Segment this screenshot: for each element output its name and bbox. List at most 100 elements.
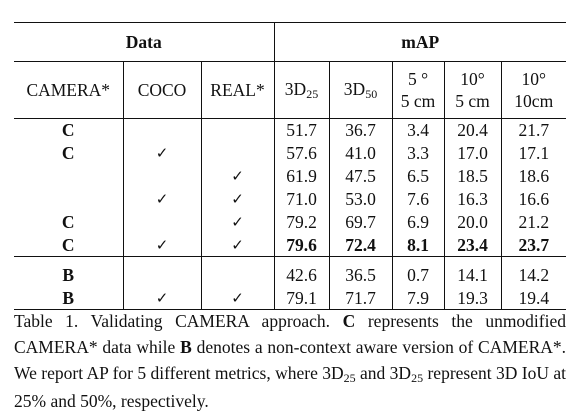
- table-section-camera: C 51.7 36.7 3.4 20.4 21.7 C ✓ 57.6 41.0 3.3 17.0 17.…: [14, 118, 566, 257]
- spacer-cell: [328, 256, 392, 264]
- check-icon: ✓: [231, 167, 244, 185]
- table-row: C 51.7 36.7 3.4 20.4 21.7: [14, 118, 566, 141]
- col-header-10deg-10cm: 10° 10cm: [500, 61, 566, 119]
- metric-value: 36.7: [328, 118, 392, 141]
- metric-value: 14.1: [443, 264, 501, 286]
- col-header-camera: CAMERA*: [14, 61, 123, 119]
- metric-value: 18.5: [443, 164, 501, 187]
- check-icon: ✓: [231, 289, 244, 307]
- metric-value: 16.6: [500, 187, 566, 210]
- check-icon: ✓: [231, 236, 244, 254]
- caption-c-letter: C: [342, 311, 356, 331]
- metric-value: 79.1: [273, 286, 329, 310]
- spacer-cell: [122, 256, 201, 264]
- metric-value: 51.7: [273, 118, 329, 141]
- spacer-cell: [391, 256, 444, 264]
- table-row: ✓ 61.9 47.5 6.5 18.5 18.6: [14, 164, 566, 187]
- metric-value: 19.3: [443, 286, 501, 310]
- metric-value: 6.5: [391, 164, 444, 187]
- col-header-3d50-base: 3D: [343, 79, 366, 99]
- table-row: B 42.6 36.5 0.7 14.1 14.2: [14, 264, 566, 286]
- metric-value: 6.9: [391, 210, 444, 233]
- spacer-cell: [443, 256, 501, 264]
- metric-value: 0.7: [391, 264, 444, 286]
- col-header-10cm: 10cm: [514, 91, 554, 111]
- col-header-3d25-base: 3D: [284, 79, 307, 99]
- caption-sub2: 25: [411, 371, 424, 385]
- coco-cell: ✓: [122, 141, 201, 164]
- spacer-cell: [500, 256, 566, 264]
- caption-part2: represents the unmodified CAMERA* data w…: [14, 311, 567, 357]
- real-cell: [200, 141, 274, 164]
- metric-value: 19.4: [500, 286, 566, 310]
- caption-part5: represent 3D IoU at 25% and 50%, respect…: [14, 363, 566, 411]
- caption-sub1: 25: [343, 371, 356, 385]
- metric-value: 3.4: [391, 118, 444, 141]
- col-header-3d25-sub: 25: [306, 87, 319, 101]
- metric-value: 23.7: [500, 233, 566, 257]
- col-header-5cm: 5 cm: [400, 91, 436, 111]
- metric-value: 42.6: [273, 264, 329, 286]
- map-group-header: mAP: [273, 22, 566, 62]
- col-header-10deg-5cm: 10° 5 cm: [443, 61, 501, 119]
- table-row: C ✓ 79.2 69.7 6.9 20.0 21.2: [14, 210, 566, 233]
- metric-value: 3.3: [391, 141, 444, 164]
- check-icon: ✓: [155, 289, 169, 307]
- metric-value: 21.7: [500, 118, 566, 141]
- check-icon: ✓: [155, 236, 169, 254]
- check-icon: ✓: [155, 190, 169, 208]
- camera-cell: C: [61, 211, 75, 232]
- metric-value: 71.7: [328, 286, 392, 310]
- metric-value: 16.3: [443, 187, 501, 210]
- col-header-10deg-b: 10°: [521, 69, 547, 89]
- data-group-header: Data: [14, 22, 274, 62]
- metric-value: 23.4: [443, 233, 501, 257]
- real-cell: [200, 118, 274, 141]
- col-header-5cm-b: 5 cm: [455, 91, 490, 111]
- coco-cell: [122, 118, 201, 141]
- col-header-5deg: 5 °: [407, 69, 429, 89]
- results-table: Data mAP CAMERA* COCO REAL* 3D25 3D50 5 …: [14, 22, 566, 310]
- table-caption: Table 1. Validating CAMERA approach. C r…: [14, 308, 566, 414]
- table-row: C ✓ 57.6 41.0 3.3 17.0 17.1: [14, 141, 566, 164]
- metric-value: 53.0: [328, 187, 392, 210]
- check-icon: ✓: [231, 190, 244, 208]
- coco-cell: [122, 164, 201, 187]
- camera-cell: [14, 187, 123, 210]
- metric-value: 41.0: [328, 141, 392, 164]
- real-cell: ✓: [200, 164, 274, 187]
- metric-value: 72.4: [328, 233, 392, 257]
- results-table-container: Data mAP CAMERA* COCO REAL* 3D25 3D50 5 …: [14, 22, 566, 310]
- metric-value: 71.0: [273, 187, 329, 210]
- metric-value: 79.2: [273, 210, 329, 233]
- camera-cell: B: [62, 265, 75, 285]
- metric-value: 47.5: [328, 164, 392, 187]
- metric-value: 20.0: [443, 210, 501, 233]
- col-header-3d50-sub: 50: [365, 87, 378, 101]
- table-section-non-context: B 42.6 36.5 0.7 14.1 14.2 B ✓ ✓ 79.1 71.7 7.9 19.3 19…: [14, 256, 566, 310]
- metric-value: 61.9: [273, 164, 329, 187]
- col-header-5deg-5cm: 5 ° 5 cm: [391, 61, 444, 119]
- camera-cell: C: [61, 234, 75, 255]
- metric-value: 57.6: [273, 141, 329, 164]
- metric-value: 20.4: [443, 118, 501, 141]
- coco-cell: ✓: [122, 286, 201, 310]
- col-header-3d25: 3D25: [273, 61, 329, 119]
- metric-value: 17.1: [500, 141, 566, 164]
- metric-value: 7.9: [391, 286, 444, 310]
- metric-value: 17.0: [443, 141, 501, 164]
- camera-cell: C: [61, 142, 75, 163]
- table-row: B ✓ ✓ 79.1 71.7 7.9 19.3 19.4: [14, 286, 566, 310]
- col-header-coco: COCO: [122, 61, 201, 119]
- col-header-10deg-a: 10°: [460, 69, 485, 89]
- real-cell: ✓: [200, 286, 274, 310]
- metric-value: 18.6: [500, 164, 566, 187]
- metric-value: 21.2: [500, 210, 566, 233]
- col-header-real: REAL*: [200, 61, 274, 119]
- section-spacer: [14, 256, 566, 264]
- coco-cell: ✓: [122, 187, 201, 210]
- caption-lead: Table 1. Validating CAMERA approach.: [14, 311, 331, 331]
- real-cell: [200, 264, 274, 286]
- metric-value: 69.7: [328, 210, 392, 233]
- spacer-cell: [200, 256, 274, 264]
